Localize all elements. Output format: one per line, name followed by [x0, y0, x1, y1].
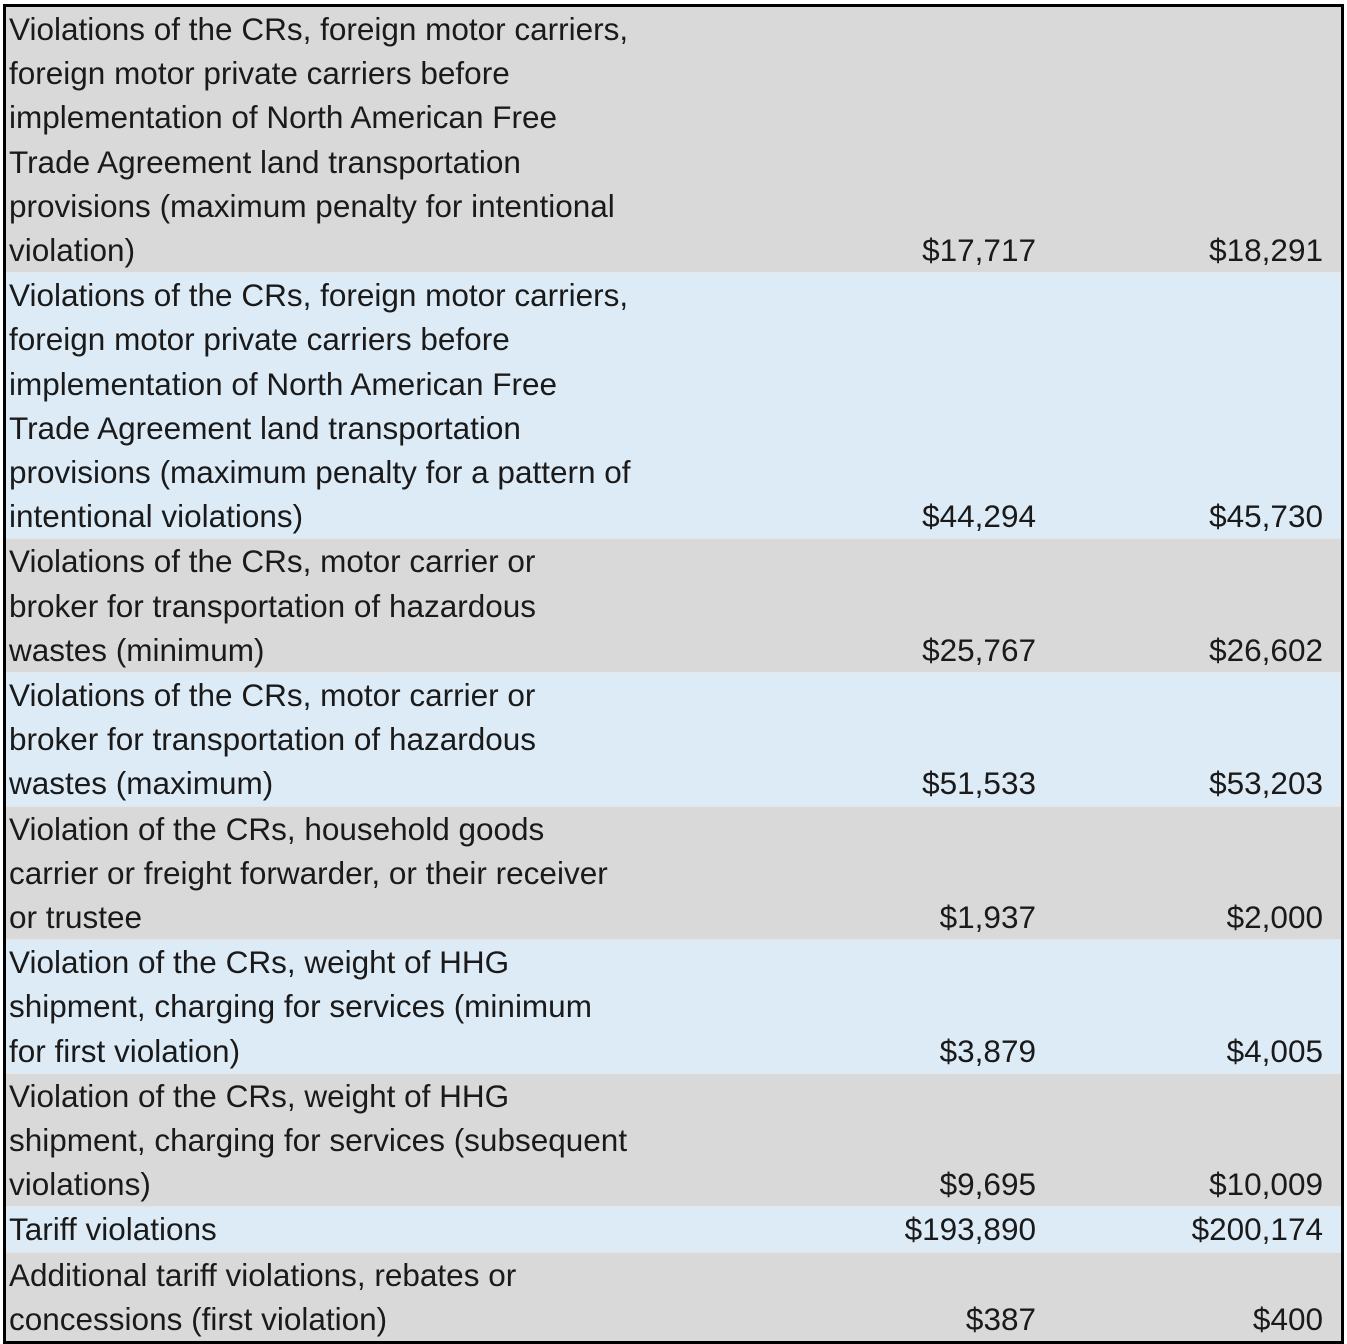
table-row: Violations of the CRs, foreign motor car… — [6, 7, 1341, 273]
violation-description: Violation of the CRs, weight of HHG ship… — [9, 944, 592, 1069]
penalty-amount-adjusted: $200,174 — [1191, 1211, 1323, 1248]
penalty-amount-previous: $3,879 — [939, 1032, 1036, 1069]
violation-description: Violation of the CRs, weight of HHG ship… — [9, 1077, 628, 1203]
penalty-amount-adjusted: $400 — [1252, 1300, 1323, 1337]
penalty-amount-previous: $1,937 — [939, 899, 1036, 936]
violation-description: Violations of the CRs, foreign motor car… — [9, 11, 629, 269]
violation-description: Violations of the CRs, motor carrier or … — [9, 543, 537, 668]
table-row: Tariff violations $193,890 $200,174 — [6, 1206, 1341, 1252]
table-row: Violation of the CRs, weight of HHG ship… — [6, 939, 1341, 1073]
penalty-amount-adjusted: $26,602 — [1209, 631, 1323, 668]
penalty-amount-adjusted: $2,000 — [1226, 899, 1323, 936]
violation-description: Violation of the CRs, household goods ca… — [9, 810, 608, 936]
table-row: Violations of the CRs, motor carrier or … — [6, 538, 1341, 673]
table-row: Violation of the CRs, household goods ca… — [6, 805, 1341, 940]
penalty-amount-adjusted: $45,730 — [1209, 498, 1323, 535]
table-row: Violation of the CRs, weight of HHG ship… — [6, 1072, 1341, 1207]
table-row: Additional tariff violations, rebates or… — [6, 1251, 1341, 1342]
table-row: Violations of the CRs, motor carrier or … — [6, 672, 1341, 806]
violation-description: Tariff violations — [9, 1211, 217, 1248]
penalty-amount-previous: $25,767 — [922, 631, 1036, 668]
penalty-amount-previous: $9,695 — [939, 1166, 1036, 1203]
table-row: Violations of the CRs, foreign motor car… — [6, 272, 1341, 539]
penalty-amount-previous: $387 — [965, 1300, 1036, 1337]
penalty-amount-previous: $17,717 — [922, 232, 1036, 269]
violation-description: Violations of the CRs, foreign motor car… — [9, 277, 631, 535]
penalty-amount-adjusted: $10,009 — [1209, 1166, 1323, 1203]
penalty-amount-previous: $193,890 — [904, 1211, 1036, 1248]
penalty-amount-adjusted: $18,291 — [1209, 232, 1323, 269]
penalty-amount-adjusted: $4,005 — [1226, 1032, 1323, 1069]
penalty-table: Violations of the CRs, foreign motor car… — [3, 4, 1344, 1344]
violation-description: Additional tariff violations, rebates or… — [9, 1256, 517, 1337]
penalty-amount-previous: $51,533 — [922, 765, 1036, 802]
violation-description: Violations of the CRs, motor carrier or … — [9, 677, 537, 802]
penalty-amount-adjusted: $53,203 — [1209, 765, 1323, 802]
penalty-amount-previous: $44,294 — [922, 498, 1036, 535]
